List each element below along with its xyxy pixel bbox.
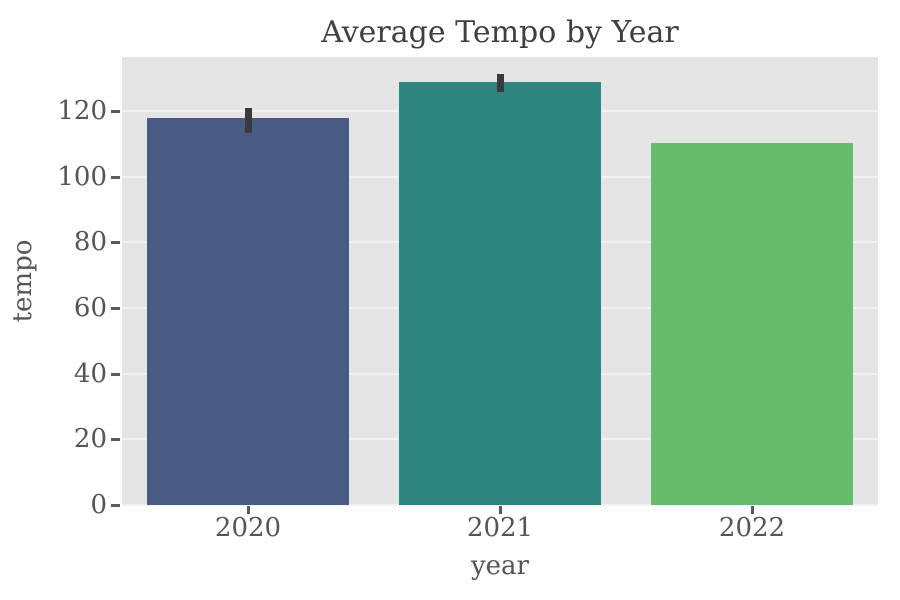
x-tick-mark-2021	[499, 506, 502, 514]
y-tick-mark-20	[111, 438, 120, 441]
y-tick-mark-120	[111, 110, 120, 113]
y-tick-mark-100	[111, 176, 120, 179]
x-axis-label: year	[470, 551, 529, 581]
plot-area	[122, 57, 878, 506]
error-bar-2021	[497, 74, 504, 92]
bar-2022	[651, 143, 853, 505]
x-tick-mark-2020	[247, 506, 250, 514]
y-tick-mark-60	[111, 307, 120, 310]
y-axis-label: tempo	[8, 239, 38, 323]
bar-2021	[399, 82, 601, 505]
y-tick-label-60: 60	[73, 293, 107, 323]
error-bar-2020	[245, 108, 252, 133]
x-tick-mark-2022	[751, 506, 754, 514]
y-tick-mark-80	[111, 241, 120, 244]
x-tick-label-2020: 2020	[214, 513, 282, 543]
y-tick-label-40: 40	[73, 359, 107, 389]
y-tick-label-100: 100	[57, 162, 107, 192]
x-tick-label-2022: 2022	[718, 513, 786, 543]
y-tick-label-20: 20	[73, 424, 107, 454]
gridline-y-0	[122, 504, 878, 506]
y-tick-label-80: 80	[73, 227, 107, 257]
chart-title: Average Tempo by Year	[321, 15, 679, 50]
x-tick-label-2021: 2021	[466, 513, 534, 543]
y-tick-label-120: 120	[57, 96, 107, 126]
bar-2020	[147, 118, 349, 505]
y-tick-mark-0	[111, 504, 120, 507]
y-tick-label-0: 0	[90, 490, 107, 520]
y-tick-mark-40	[111, 373, 120, 376]
